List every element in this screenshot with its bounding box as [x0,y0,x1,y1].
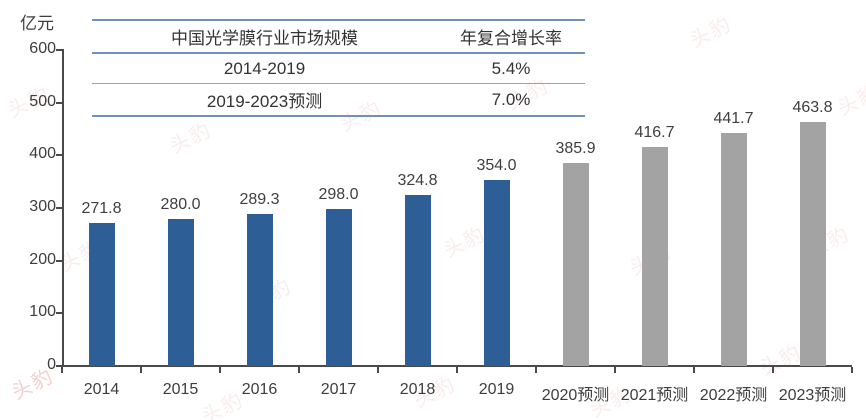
cagr-value-2019-2023: 7.0% [491,89,531,109]
bar-value-label-2020预测: 385.9 [555,139,596,157]
y-axis-unit-label: 亿元 [20,14,54,33]
x-axis-label-2021预测: 2021预测 [620,387,689,404]
bar-value-label-2019: 354.0 [476,156,517,174]
y-axis-tick-mark [56,259,62,262]
inset-table-cagr-header: 年复合增长率 [460,29,563,48]
inset-table-row-2014-2019: 2014-2019 5.4% [92,53,585,84]
bar-2018 [404,194,431,366]
bar-2016 [246,213,273,366]
x-axis-label-2018: 2018 [399,381,436,398]
x-axis-tick-mark [614,367,616,373]
x-axis-label-2016: 2016 [241,381,278,398]
bar-value-label-2014: 271.8 [81,199,122,217]
bar-2023预测 [799,121,826,366]
y-axis-tick-label: 400 [29,145,56,163]
cagr-value-2014-2019: 5.4% [491,58,531,78]
x-axis-tick-mark [298,367,300,373]
bar-2020预测 [562,162,589,366]
bar-value-label-2022预测: 441.7 [713,110,754,128]
bar-2017 [325,209,352,366]
y-axis-tick-mark [56,312,62,315]
inset-table-row-2019-2023: 2019-2023预测 7.0% [92,84,585,116]
inset-table-title: 中国光学膜行业市场规模 [171,29,359,48]
inset-table-header-row: 中国光学膜行业市场规模 年复合增长率 [92,20,585,53]
y-axis-tick-mark [56,101,62,104]
y-axis-tick-label: 200 [29,250,56,268]
x-axis-tick-mark [377,367,379,373]
y-axis-tick-label: 300 [29,198,56,215]
x-axis-label-2017: 2017 [320,381,357,398]
bar-value-label-2018: 324.8 [397,171,438,189]
y-axis-tick-mark [56,207,62,209]
x-axis-tick-mark [535,367,537,373]
x-axis-label-2022预测: 2022预测 [699,387,768,404]
x-axis-label-2014: 2014 [83,381,120,398]
bar-2015 [167,218,194,366]
x-axis-line [62,365,852,367]
bar-2014 [88,222,115,366]
x-axis-tick-mark [851,367,853,373]
y-axis-tick-label: 500 [29,92,56,110]
bar-value-label-2021预测: 416.7 [634,123,675,141]
bar-value-label-2023预测: 463.8 [792,98,833,116]
x-axis-tick-mark [219,367,221,373]
y-axis-tick-mark [56,154,62,157]
y-axis-tick-mark [56,365,62,367]
x-axis-label-2020预测: 2020预测 [541,387,610,404]
period-2019-2023: 2019-2023预测 [206,92,323,111]
x-axis-tick-mark [61,367,63,373]
cagr-inset-table: 中国光学膜行业市场规模 年复合增长率 2014-2019 5.4% 2019-2… [92,19,585,117]
bar-2022预测 [720,133,747,366]
y-axis-tick-label: 100 [29,303,56,321]
x-axis-label-2019: 2019 [478,381,515,398]
x-axis-tick-mark [456,367,458,373]
y-axis-tick-label: 600 [29,40,56,57]
period-2014-2019: 2014-2019 [223,58,306,78]
bar-value-label-2017: 298.0 [318,186,359,204]
x-axis-label-2023预测: 2023预测 [778,387,847,404]
y-axis-tick-label: 0 [47,356,56,373]
bar-value-label-2015: 280.0 [160,195,201,213]
bar-value-label-2016: 289.3 [239,190,280,208]
x-axis-label-2015: 2015 [162,381,199,398]
x-axis-tick-mark [140,367,142,373]
bar-2019 [483,179,510,366]
bar-2021预测 [641,146,668,366]
x-axis-tick-mark [693,367,695,373]
y-axis-tick-mark [56,49,62,51]
x-axis-tick-mark [772,367,774,373]
y-axis-line [62,49,64,367]
